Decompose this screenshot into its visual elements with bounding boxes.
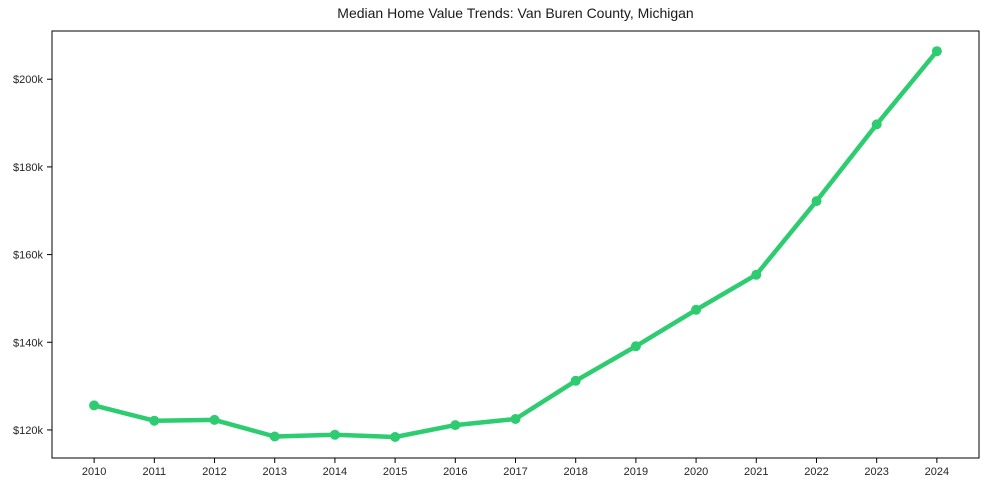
y-tick-label: $160k — [13, 250, 43, 262]
data-point-marker — [390, 432, 401, 442]
x-tick-label: 2015 — [383, 466, 407, 478]
x-tick-label: 2024 — [925, 466, 949, 478]
x-tick-label: 2010 — [82, 466, 106, 478]
x-tick-label: 2013 — [262, 466, 286, 478]
data-point-marker — [209, 414, 220, 425]
data-point-marker — [450, 420, 461, 431]
x-tick-label: 2018 — [563, 466, 587, 478]
data-point-marker — [630, 341, 641, 352]
data-point-marker — [871, 119, 882, 130]
x-tick-label: 2019 — [624, 466, 648, 478]
trend-line — [91, 48, 940, 440]
y-tick-label: $200k — [13, 74, 43, 86]
data-point-marker — [570, 375, 581, 386]
plot-frame — [51, 30, 980, 459]
chart-title: Median Home Value Trends: Van Buren Coun… — [337, 5, 694, 21]
y-tick-label: $140k — [13, 337, 43, 349]
data-point-marker — [691, 304, 702, 315]
x-tick-label: 2022 — [804, 466, 828, 478]
y-tick-label: $180k — [13, 162, 43, 174]
x-tick-label: 2020 — [684, 466, 708, 478]
data-point-marker — [510, 414, 521, 424]
data-point-marker — [269, 431, 280, 442]
x-tick-label: 2023 — [864, 466, 888, 478]
x-tick-label: 2012 — [202, 466, 226, 478]
data-point-marker — [89, 400, 100, 411]
data-point-marker — [811, 196, 822, 207]
x-tick-label: 2017 — [503, 466, 527, 478]
data-point-marker — [329, 429, 340, 440]
x-tick-label: 2011 — [143, 466, 167, 478]
y-tick-label: $120k — [13, 425, 43, 437]
data-point-marker — [149, 415, 160, 426]
x-tick-label: 2014 — [323, 466, 347, 478]
data-point-marker — [931, 46, 942, 57]
x-tick-label: 2021 — [744, 466, 768, 478]
x-tick-label: 2016 — [443, 466, 467, 478]
data-point-marker — [751, 269, 762, 280]
